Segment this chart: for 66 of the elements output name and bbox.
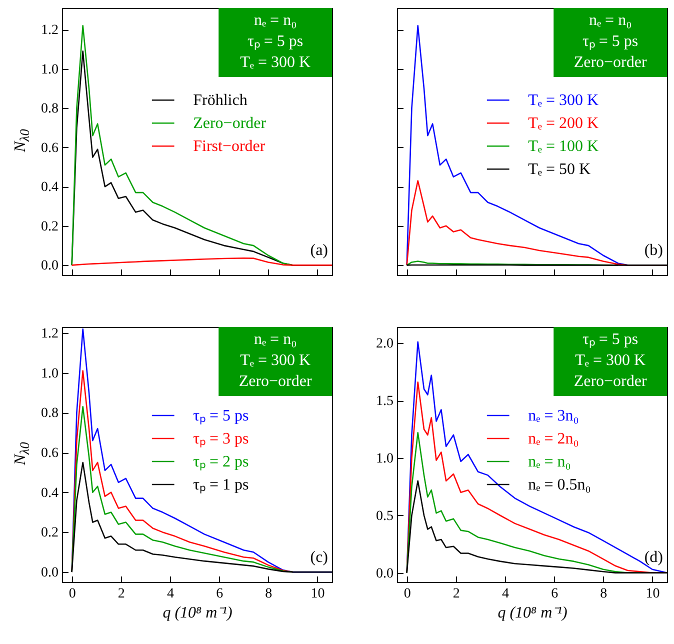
y-tick-label: 0.4 (41, 486, 58, 501)
x-tick-label: 10 (310, 586, 325, 602)
annotation: Tₑ = 300 K (240, 54, 311, 71)
annotation: nₑ = n₀ (254, 331, 297, 348)
x-tick-label: 0 (68, 586, 76, 602)
x-tick-label: 8 (600, 586, 608, 602)
y-tick-label: 0.2 (41, 219, 58, 234)
legend-label: τₚ = 1 ps (193, 476, 249, 494)
annotation: Tₑ = 300 K (575, 352, 646, 369)
y-tick-label: 0.2 (41, 526, 58, 541)
line-series (71, 406, 294, 573)
annotation: Zero−order (574, 54, 648, 71)
annotation: τₚ = 5 ps (247, 33, 304, 50)
x-tick-label: 6 (551, 586, 558, 602)
legend-label: First−order (193, 138, 266, 156)
y-tick-label: 0.0 (376, 566, 394, 582)
x-tick-label: 4 (502, 586, 509, 602)
annotation: Zero−order (238, 373, 312, 390)
annotation: τₚ = 5 ps (582, 331, 638, 348)
annotation: τₚ = 5 ps (582, 33, 638, 50)
annotation: nₑ = n₀ (588, 12, 632, 29)
annotation: Tₑ = 300 K (240, 352, 311, 369)
legend-label: τₚ = 2 ps (193, 454, 249, 470)
legend-label: Tₑ = 50 K (528, 161, 591, 178)
x-tick-label: 10 (646, 586, 660, 602)
x-tick-label: 2 (118, 586, 125, 602)
y-tick-label: 1.2 (41, 23, 58, 38)
annotation: (c) (310, 549, 328, 566)
legend-label: nₑ = n₀ (528, 454, 571, 470)
line-series (71, 257, 332, 266)
legend-label: τₚ = 3 ps (193, 430, 249, 448)
y-tick-label: 1.2 (41, 326, 58, 342)
legend-label: nₑ = 0.5n₀ (528, 476, 591, 494)
y-tick-label: 0.6 (41, 446, 58, 462)
y-tick-label: 0.5 (376, 508, 394, 524)
y-tick-label: 0.6 (41, 140, 58, 156)
annotation: (a) (310, 242, 328, 259)
legend-label: Tₑ = 300 K (528, 92, 599, 110)
y-tick-label: 0.8 (41, 102, 58, 117)
y-tick-label: 0.0 (41, 566, 58, 581)
y-tick-label: 2.0 (376, 336, 394, 352)
x-axis-title: q (10⁸ m⁻¹) (162, 604, 232, 622)
legend-label: Tₑ = 100 K (528, 138, 599, 156)
legend-label: nₑ = 2n₀ (528, 430, 579, 448)
x-tick-label: 8 (265, 586, 272, 602)
legend-label: Fröhlich (193, 92, 248, 110)
legend-label: τₚ = 5 ps (193, 408, 249, 424)
legend-label: nₑ = 3n₀ (528, 408, 579, 424)
annotation: Zero−order (574, 373, 648, 390)
y-tick-label: 1.5 (376, 394, 394, 410)
y-tick-label: 0.4 (41, 180, 58, 196)
x-tick-label: 2 (452, 586, 460, 602)
y-tick-label: 1.0 (41, 366, 58, 382)
y-tick-label: 0.8 (41, 406, 58, 422)
y-tick-label: 1.0 (376, 451, 394, 466)
x-tick-label: 4 (167, 586, 174, 602)
legend-label: Tₑ = 200 K (528, 115, 599, 132)
annotation: (d) (644, 549, 663, 566)
y-tick-label: 0.0 (41, 258, 58, 274)
x-tick-label: 0 (404, 586, 411, 602)
y-tick-label: 1.0 (41, 62, 58, 78)
x-tick-label: 6 (216, 586, 224, 602)
x-axis-title: q (10⁸ m⁻¹) (498, 604, 568, 622)
annotation: (b) (644, 242, 663, 259)
annotation: nₑ = n₀ (254, 12, 297, 29)
legend-label: Zero−order (193, 115, 267, 132)
